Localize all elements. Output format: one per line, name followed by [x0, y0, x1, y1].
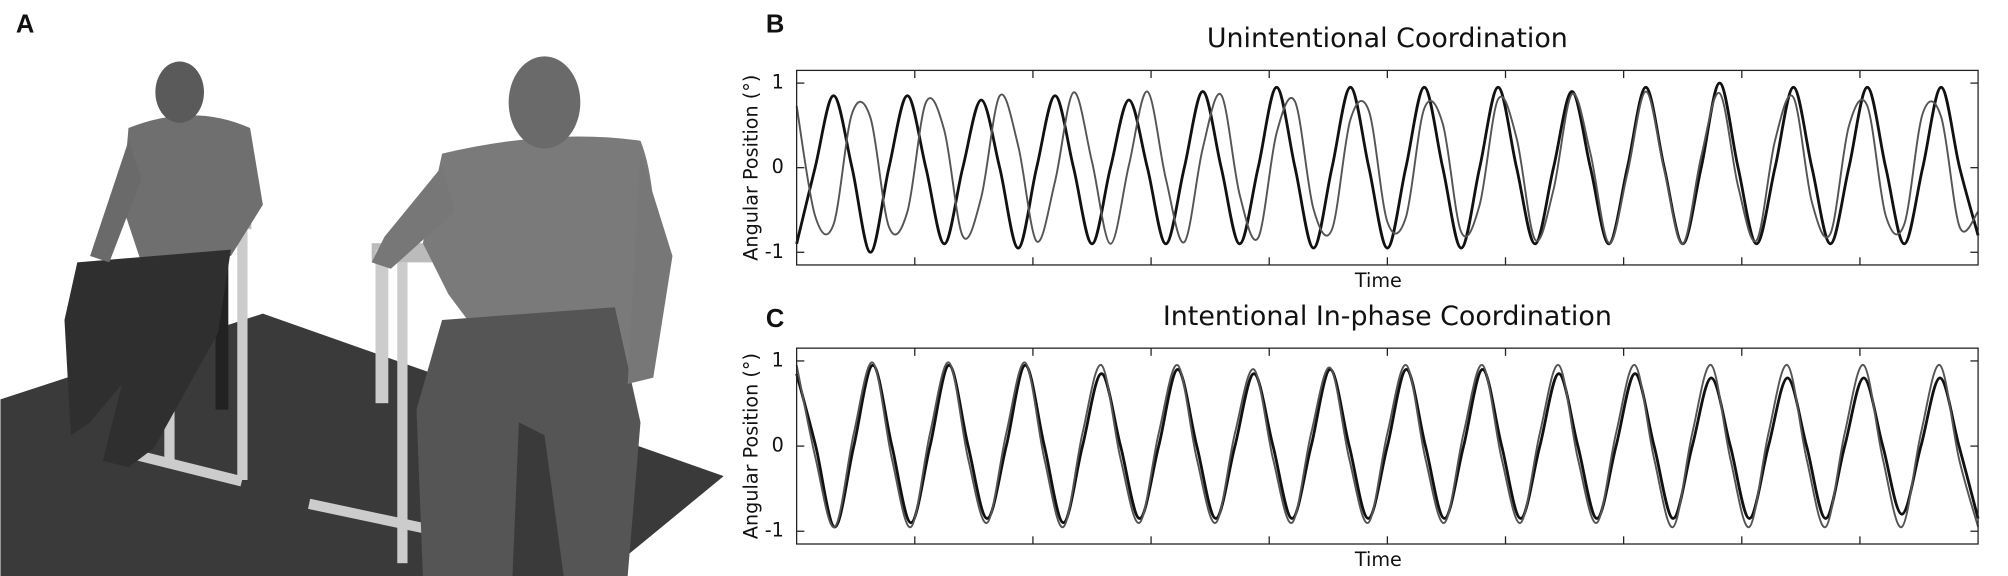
person-legs: [64, 249, 231, 468]
apparatus: [397, 262, 408, 564]
y-axis-label: Angular Position (°): [739, 75, 762, 261]
panel-label: A: [16, 10, 34, 38]
person-arm: [90, 140, 142, 263]
chart-title: Intentional In-phase Coordination: [1163, 301, 1612, 332]
y-tick-label: -1: [765, 519, 784, 542]
chart: B Unintentional Coordination Time Angular P…: [739, 10, 1980, 292]
series-line: [795, 81, 1980, 254]
series-line: [795, 363, 1980, 529]
person-arm: [371, 166, 455, 269]
illustration: A: [0, 10, 724, 576]
person-arm: [627, 153, 673, 384]
plot-frame: [796, 347, 1979, 545]
person-torso: [122, 115, 263, 263]
apparatus: [308, 498, 436, 536]
panel-label: B: [766, 10, 784, 38]
y-tick-label: 1: [772, 71, 784, 94]
apparatus: [237, 224, 248, 480]
apparatus: [375, 249, 389, 404]
y-tick-label: 1: [772, 348, 784, 371]
y-tick-label: -1: [765, 240, 784, 263]
x-axis-label: Time: [1354, 269, 1402, 292]
y-tick-label: 0: [772, 155, 784, 178]
series-line: [795, 90, 1979, 245]
chart: C Intentional In-phase Coordination Time An…: [739, 301, 1980, 571]
y-axis-label: Angular Position (°): [739, 353, 762, 539]
y-tick-label: 0: [772, 434, 784, 457]
plot-frame: [796, 69, 1979, 266]
x-axis-label: Time: [1354, 548, 1402, 571]
series-line: [795, 361, 1980, 528]
panel-label: C: [766, 305, 784, 333]
person-head: [155, 61, 204, 123]
person-legs: [416, 307, 641, 576]
chart-title: Unintentional Coordination: [1207, 23, 1568, 54]
apparatus: [116, 445, 244, 487]
person-head: [508, 56, 581, 149]
